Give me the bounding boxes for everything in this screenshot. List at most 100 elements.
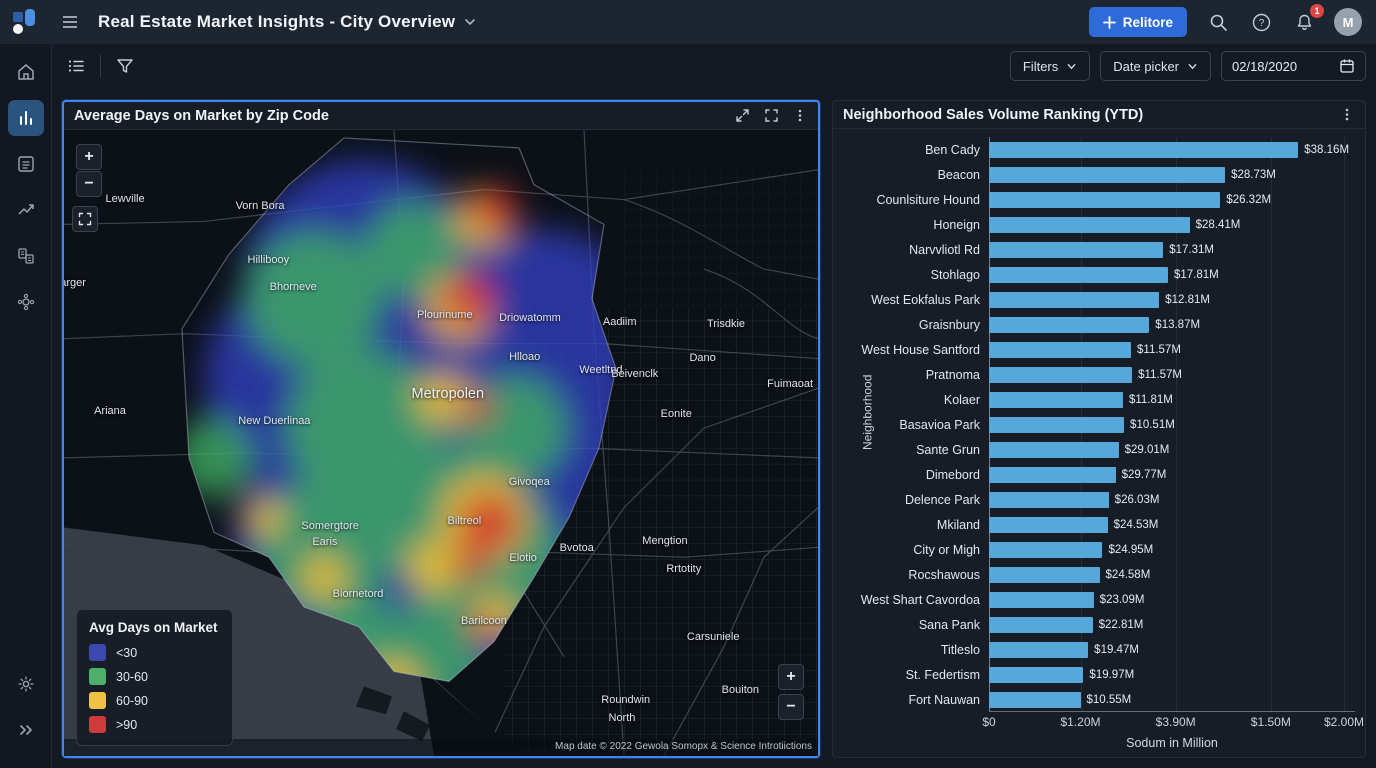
chart-row: Mkiland$24.53M xyxy=(839,513,1355,537)
bar-value-label: $23.09M xyxy=(1100,594,1145,606)
bar[interactable] xyxy=(989,267,1168,283)
legend-title: Avg Days on Market xyxy=(89,620,218,635)
user-avatar[interactable]: M xyxy=(1334,8,1362,36)
legend-item: 30-60 xyxy=(89,668,218,685)
sidebar-item-datasets[interactable] xyxy=(8,238,44,274)
map-zoom-in-button-secondary[interactable]: + xyxy=(778,664,804,690)
create-relitore-button[interactable]: Relitore xyxy=(1089,7,1187,37)
bar[interactable] xyxy=(989,417,1124,433)
notification-badge: 1 xyxy=(1310,4,1324,18)
filter-funnel-icon[interactable] xyxy=(111,52,139,80)
chart-row: Dimebord$29.77M xyxy=(839,463,1355,487)
bar[interactable] xyxy=(989,567,1100,583)
chart-row: Narvvliotl Rd$17.31M xyxy=(839,238,1355,262)
help-icon[interactable]: ? xyxy=(1248,9,1275,36)
x-tick-label: $0 xyxy=(982,715,995,729)
kebab-menu-icon[interactable] xyxy=(790,105,810,126)
legend-label: 30-60 xyxy=(116,670,148,684)
bar-plot: $12.81M xyxy=(989,288,1355,312)
bar[interactable] xyxy=(989,617,1093,633)
bar-value-label: $17.81M xyxy=(1174,269,1219,281)
page-title: Real Estate Market Insights - City Overv… xyxy=(98,12,455,32)
legend-item: <30 xyxy=(89,644,218,661)
bar-category-label: Fort Nauwan xyxy=(839,693,989,707)
sidebar-item-dashboards[interactable] xyxy=(8,100,44,136)
x-ticks: $0$1.20M$3.90M$1.50M$2.00M xyxy=(989,715,1355,733)
sidebar-item-home[interactable] xyxy=(8,54,44,90)
filters-dropdown[interactable]: Filters xyxy=(1010,51,1090,81)
bar[interactable] xyxy=(989,192,1220,208)
bar[interactable] xyxy=(989,492,1109,508)
heatmap-map[interactable]: LewvilleargerVorn BoraHillibooyBhorneveP… xyxy=(64,130,818,756)
bar[interactable] xyxy=(989,167,1225,183)
date-picker-dropdown[interactable]: Date picker xyxy=(1100,51,1211,81)
bar[interactable] xyxy=(989,392,1123,408)
map-extent-button[interactable] xyxy=(72,206,98,232)
bar[interactable] xyxy=(989,142,1298,158)
menu-icon[interactable] xyxy=(56,8,84,36)
bar-value-label: $22.81M xyxy=(1099,619,1144,631)
fullscreen-corners-icon[interactable] xyxy=(761,105,782,126)
bar-plot: $11.57M xyxy=(989,363,1355,387)
bar-category-label: Beacon xyxy=(839,168,989,182)
bar[interactable] xyxy=(989,467,1116,483)
date-picker-dropdown-label: Date picker xyxy=(1113,59,1179,74)
chart-row: Sana Pank$22.81M xyxy=(839,613,1355,637)
toolbar-divider xyxy=(100,55,101,77)
map-zoom-out-button[interactable]: − xyxy=(76,171,102,197)
bar[interactable] xyxy=(989,692,1081,708)
bar-value-label: $11.57M xyxy=(1138,369,1182,381)
bar[interactable] xyxy=(989,242,1163,258)
extent-icon xyxy=(78,212,92,226)
bar[interactable] xyxy=(989,592,1094,608)
title-chevron-down-icon[interactable] xyxy=(463,15,477,29)
legend-label: 60-90 xyxy=(116,694,148,708)
bar[interactable] xyxy=(989,342,1131,358)
logo-shape xyxy=(13,12,23,22)
bar[interactable] xyxy=(989,542,1102,558)
bar-category-label: Titleslo xyxy=(839,643,989,657)
logo-shape xyxy=(13,24,23,34)
app-root: Real Estate Market Insights - City Overv… xyxy=(0,0,1376,768)
bar[interactable] xyxy=(989,292,1159,308)
bar[interactable] xyxy=(989,642,1088,658)
legend-swatch xyxy=(89,692,106,709)
logo-shape xyxy=(25,9,35,26)
bar[interactable] xyxy=(989,667,1083,683)
chart-row: Beacon$28.73M xyxy=(839,163,1355,187)
app-logo[interactable] xyxy=(12,9,38,35)
bar-plot: $10.51M xyxy=(989,413,1355,437)
sidebar-item-reports[interactable] xyxy=(8,146,44,182)
sidebar-item-integrations[interactable] xyxy=(8,284,44,320)
bar-plot: $13.87M xyxy=(989,313,1355,337)
bar-value-label: $19.47M xyxy=(1094,644,1139,656)
bar-value-label: $26.03M xyxy=(1115,494,1160,506)
chart-widget-header: Neighborhood Sales Volume Ranking (YTD) xyxy=(833,101,1365,129)
integrations-icon xyxy=(16,292,36,312)
left-sidebar xyxy=(0,44,52,768)
bar[interactable] xyxy=(989,317,1149,333)
map-zoom-in-button[interactable]: + xyxy=(76,144,102,170)
bar-plot: $17.81M xyxy=(989,263,1355,287)
bar-category-label: Sante Grun xyxy=(839,443,989,457)
x-tick-label: $1.20M xyxy=(1060,715,1100,729)
sidebar-collapse-toggle[interactable] xyxy=(8,712,44,748)
bar-value-label: $17.31M xyxy=(1169,244,1214,256)
dashboard-toolbar: Filters Date picker 02/18/2020 xyxy=(52,44,1376,88)
bar[interactable] xyxy=(989,517,1108,533)
bar[interactable] xyxy=(989,217,1190,233)
kebab-menu-icon[interactable] xyxy=(1337,104,1357,125)
bar-value-label: $28.41M xyxy=(1196,219,1241,231)
map-zoom-out-button-secondary[interactable]: − xyxy=(778,694,804,720)
bar[interactable] xyxy=(989,367,1132,383)
bar-category-label: Delence Park xyxy=(839,493,989,507)
expand-diagonal-icon[interactable] xyxy=(732,105,753,126)
date-input[interactable]: 02/18/2020 xyxy=(1221,51,1366,81)
sidebar-item-trends[interactable] xyxy=(8,192,44,228)
bar[interactable] xyxy=(989,442,1119,458)
calendar-icon[interactable] xyxy=(1339,58,1355,74)
search-icon[interactable] xyxy=(1205,9,1232,36)
layout-list-icon[interactable] xyxy=(62,52,90,80)
sidebar-item-settings[interactable] xyxy=(8,666,44,702)
chart-row: City or Migh$24.95M xyxy=(839,538,1355,562)
